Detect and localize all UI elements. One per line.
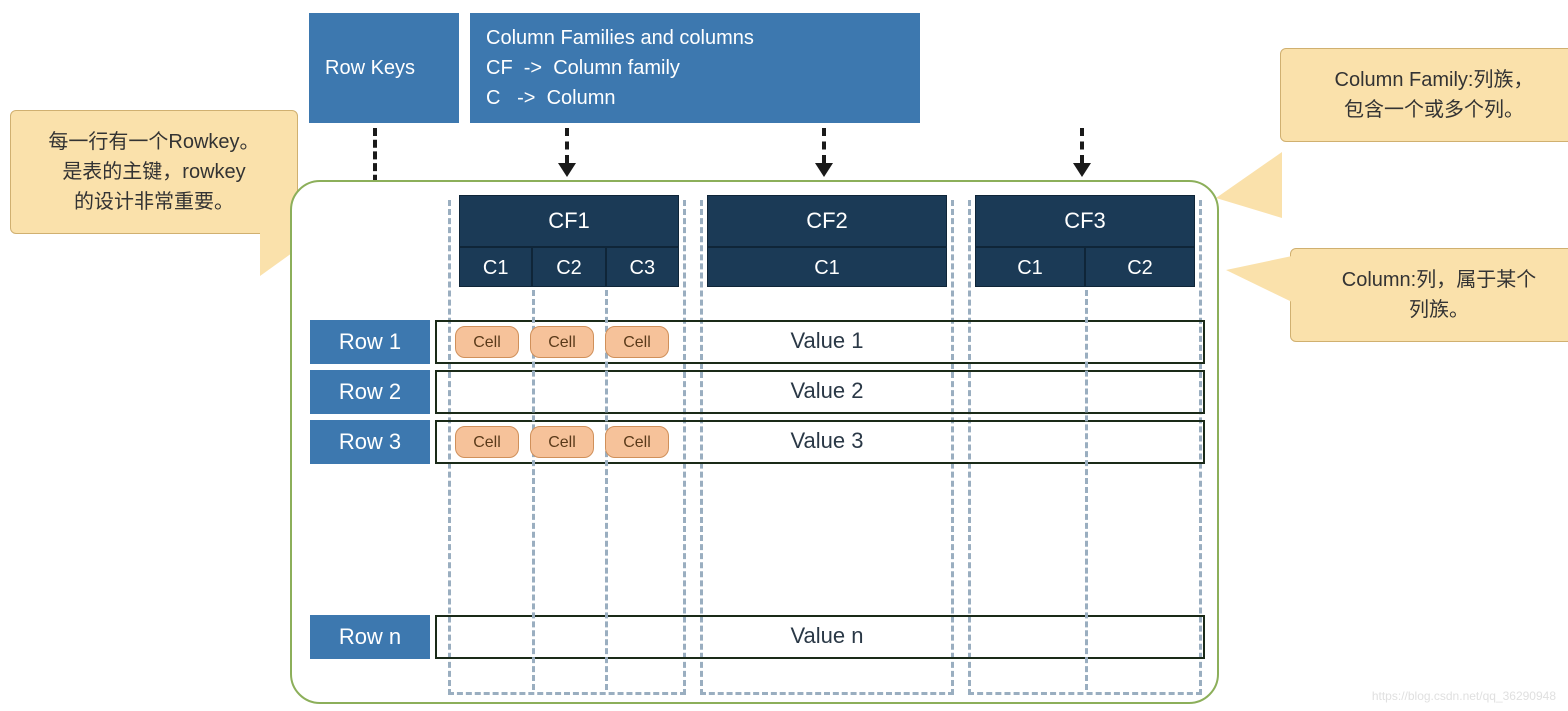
row2-value: Value 2 [707,378,947,404]
row1-label: Row 1 [310,320,430,364]
arrow-cf3 [1080,128,1084,163]
row1-cell2: Cell [530,326,594,358]
cf-desc-line2: C -> Column [486,83,904,113]
row3-label: Row 3 [310,420,430,464]
cf3-c2: C2 [1085,247,1195,287]
cf-desc-header: Column Families and columns CF -> Column… [470,13,920,123]
cf-desc-title: Column Families and columns [486,23,904,53]
arrow-cf1-head [558,163,576,177]
rown-value: Value n [707,623,947,649]
row3-cell2: Cell [530,426,594,458]
rowkeys-label: Row Keys [325,57,415,80]
cf3-head: CF3 [975,195,1195,247]
row1-cell3: Cell [605,326,669,358]
row3-value: Value 3 [707,428,947,454]
watermark: https://blog.csdn.net/qq_36290948 [1372,689,1556,703]
cf3-c1: C1 [975,247,1085,287]
row1-value: Value 1 [707,328,947,354]
arrow-cf2-head [815,163,833,177]
arrow-cf2 [822,128,826,163]
cf2-block: CF2 C1 [707,195,947,287]
callout-cf-tail [1216,152,1282,218]
cf1-c3: C3 [606,247,679,287]
callout-cf: Column Family:列族， 包含一个或多个列。 [1280,48,1568,142]
arrow-cf3-head [1073,163,1091,177]
cf2-c1: C1 [707,247,947,287]
callout-col: Column:列，属于某个 列族。 [1290,248,1568,342]
arrow-cf1 [565,128,569,163]
callout-col-tail [1226,256,1292,302]
cf1-c1: C1 [459,247,532,287]
row2-label: Row 2 [310,370,430,414]
row3-cell1: Cell [455,426,519,458]
cf-desc-line1: CF -> Column family [486,53,904,83]
row1-cell1: Cell [455,326,519,358]
cf3-col-sep1 [1085,290,1088,690]
cf2-head: CF2 [707,195,947,247]
cf1-c2: C2 [532,247,605,287]
cf3-block: CF3 C1 C2 [975,195,1195,287]
callout-rowkey: 每一行有一个Rowkey。 是表的主键，rowkey 的设计非常重要。 [10,110,298,234]
cf1-head: CF1 [459,195,679,247]
rowkeys-header: Row Keys [309,13,459,123]
cf1-block: CF1 C1 C2 C3 [459,195,679,287]
rown-label: Row n [310,615,430,659]
row3-cell3: Cell [605,426,669,458]
